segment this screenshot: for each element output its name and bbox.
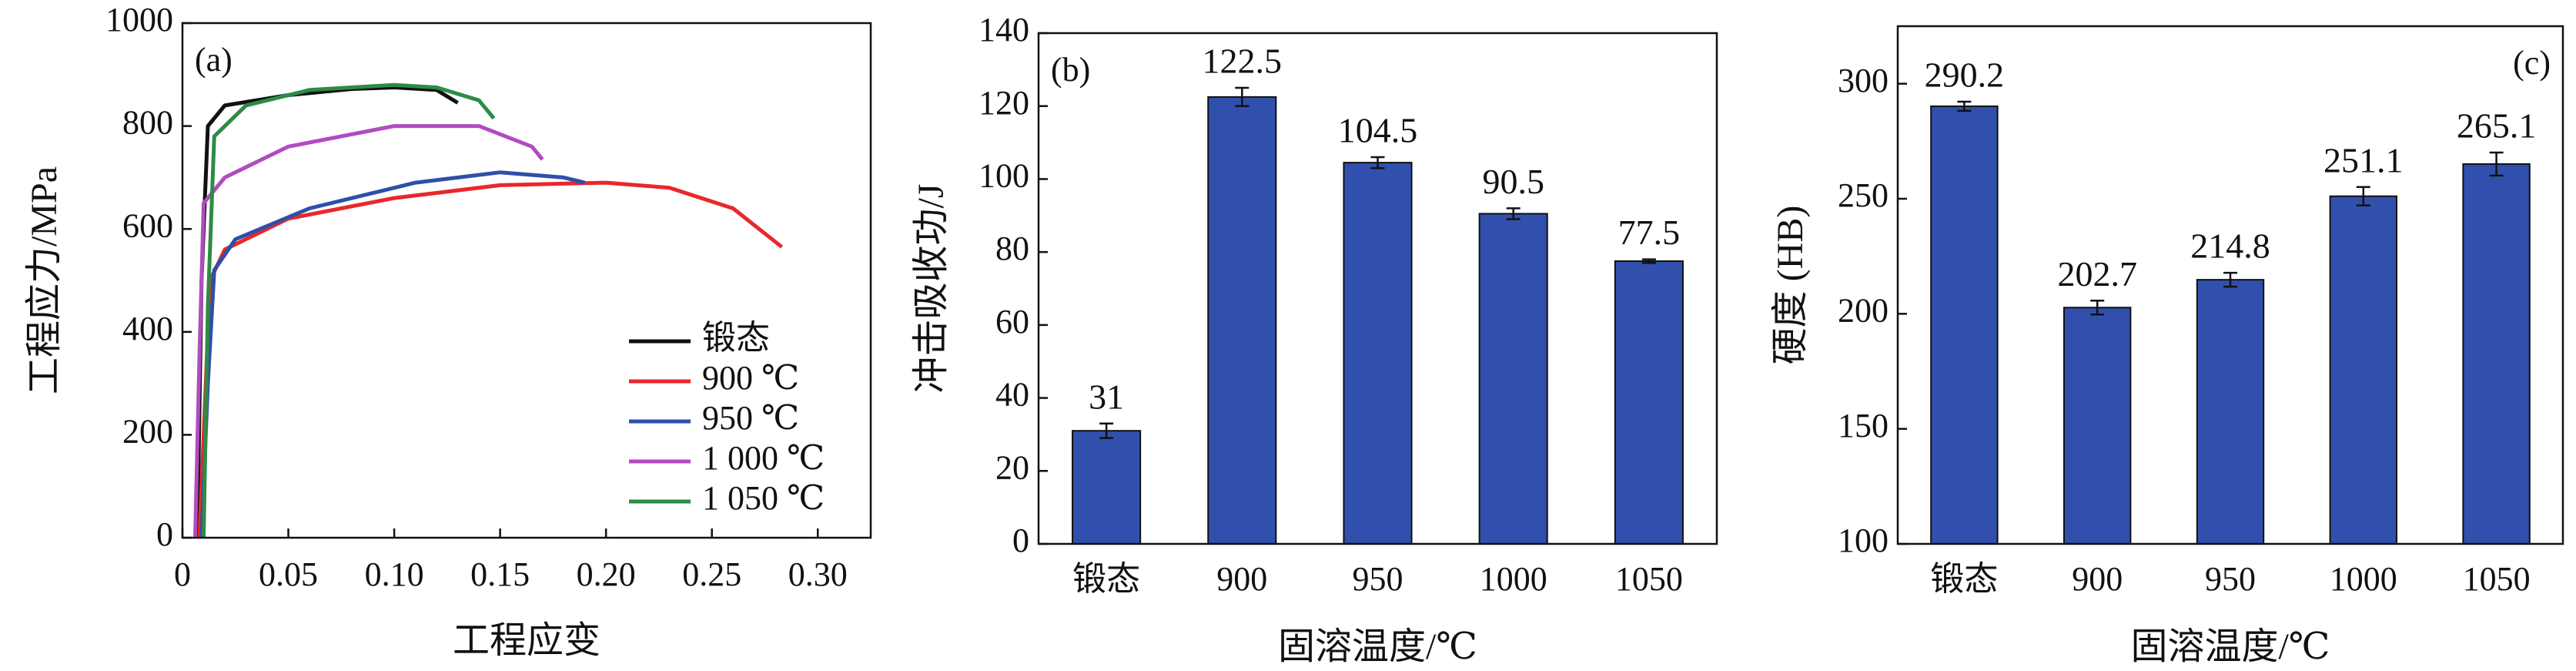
plot-frame <box>1037 32 1718 545</box>
data-label: 31 <box>1089 377 1124 416</box>
y-tick-label: 300 <box>1838 62 1889 99</box>
y-tick-label: 600 <box>122 206 173 244</box>
x-tick-label: 0.05 <box>259 555 318 593</box>
y-tick-label: 200 <box>1838 291 1889 329</box>
error-bar <box>1235 86 1250 107</box>
bar <box>1930 105 1999 545</box>
error-bar <box>2090 300 2105 316</box>
data-label: 251.1 <box>2323 140 2404 179</box>
bar <box>2462 163 2531 545</box>
x-tick-label: 0 <box>174 555 191 593</box>
x-axis-label: 工程应变 <box>453 620 601 661</box>
error-bar <box>1099 422 1114 439</box>
data-label: 77.5 <box>1618 213 1681 252</box>
x-tick-label: 0.20 <box>577 555 636 593</box>
data-label: 202.7 <box>2057 254 2137 294</box>
y-tick-label: 140 <box>979 11 1029 49</box>
y-tick-label: 120 <box>979 84 1029 122</box>
legend-label: 锻态 <box>702 319 770 357</box>
x-tick-label: 1000 <box>2330 560 2397 598</box>
bar <box>2329 195 2398 545</box>
line-series <box>199 170 586 538</box>
legend-label: 1 050 ℃ <box>702 479 825 517</box>
y-tick-label: 100 <box>979 157 1029 195</box>
x-tick-label: 900 <box>2072 560 2123 598</box>
line-series <box>193 124 544 538</box>
y-tick-label: 0 <box>1012 522 1029 559</box>
panel-label: (c) <box>2513 44 2551 82</box>
y-tick-label: 60 <box>995 303 1029 341</box>
error-bar <box>1506 207 1521 220</box>
error-bar <box>1370 156 1385 169</box>
y-tick-label: 1000 <box>105 1 173 39</box>
error-bar <box>1641 258 1656 264</box>
error-bar <box>2489 151 2504 177</box>
line-series <box>202 82 496 538</box>
panel-label: (a) <box>195 41 233 79</box>
data-label: 122.5 <box>1203 42 1283 81</box>
data-label: 265.1 <box>2457 106 2537 146</box>
x-tick-label: 1000 <box>1480 560 1547 598</box>
plot-frame <box>1896 25 2564 545</box>
x-tick-label: 1050 <box>2463 560 2531 598</box>
y-axis-label: 硬度 (HB) <box>1770 206 1811 365</box>
bar <box>1072 430 1142 545</box>
legend-label: 900 ℃ <box>702 359 799 397</box>
y-tick-label: 150 <box>1838 407 1889 445</box>
y-tick-label: 200 <box>122 412 173 450</box>
y-tick-label: 20 <box>995 448 1029 486</box>
bar <box>1614 260 1684 545</box>
data-label: 104.5 <box>1338 111 1418 150</box>
x-tick-label: 0.30 <box>788 555 848 593</box>
x-tick-label: 950 <box>1353 560 1403 598</box>
y-tick-label: 800 <box>122 104 173 142</box>
y-tick-label: 0 <box>156 515 173 553</box>
legend-label: 1 000 ℃ <box>702 439 825 477</box>
legend-label: 950 ℃ <box>702 399 799 437</box>
x-axis-label: 固溶温度/℃ <box>2130 626 2330 667</box>
bar <box>2196 279 2265 545</box>
data-label: 214.8 <box>2190 226 2270 266</box>
bar <box>1478 213 1548 545</box>
line-series <box>195 86 459 538</box>
y-axis-label: 工程应力/MPa <box>24 166 65 394</box>
y-axis-label: 冲击吸收功/J <box>911 183 952 393</box>
y-tick-label: 250 <box>1838 176 1889 214</box>
x-tick-label: 0.25 <box>682 555 741 593</box>
panel-label: (b) <box>1051 51 1090 89</box>
error-bar <box>1957 100 1972 112</box>
x-tick-label: 锻态 <box>1072 560 1140 598</box>
x-tick-label: 锻态 <box>1930 560 1998 598</box>
data-label: 290.2 <box>1925 55 2005 95</box>
y-tick-label: 40 <box>995 376 1029 414</box>
x-axis-label: 固溶温度/℃ <box>1278 626 1477 667</box>
line-series <box>197 180 784 538</box>
x-tick-label: 1050 <box>1615 560 1683 598</box>
y-tick-label: 80 <box>995 230 1029 267</box>
x-tick-label: 950 <box>2205 560 2256 598</box>
y-tick-label: 400 <box>122 310 173 347</box>
x-tick-label: 900 <box>1216 560 1267 598</box>
error-bar <box>2356 186 2370 206</box>
y-tick-label: 100 <box>1838 522 1889 559</box>
x-tick-label: 0.15 <box>470 555 530 593</box>
bar <box>2063 307 2132 545</box>
data-label: 90.5 <box>1482 162 1544 201</box>
x-tick-label: 0.10 <box>365 555 424 593</box>
error-bar <box>2223 271 2237 288</box>
plot-frame <box>181 22 872 539</box>
bar <box>1207 96 1277 545</box>
bar <box>1343 162 1413 545</box>
